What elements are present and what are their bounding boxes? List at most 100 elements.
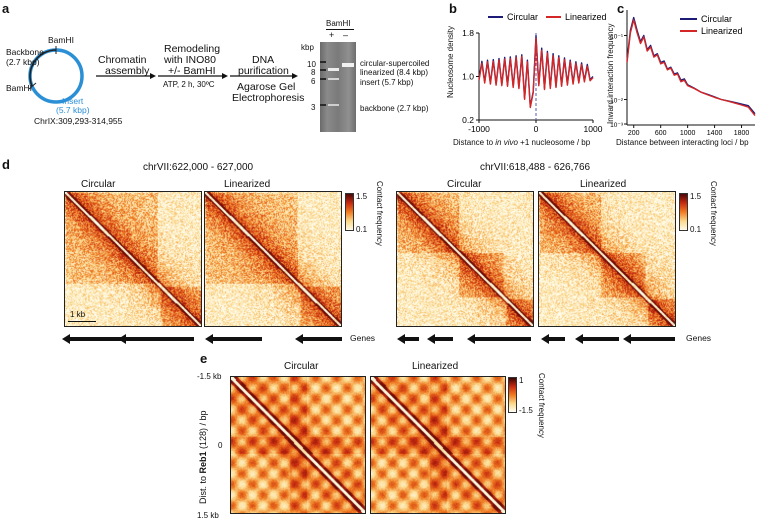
e-col2: Linearized: [412, 361, 459, 372]
step2-sub: ATP, 2 h, 30ºC: [163, 80, 215, 89]
legend-label-linearized: Linearized: [701, 26, 743, 36]
step-arrow-3-head: [292, 73, 298, 79]
bamhi-top-label: BamHI: [48, 35, 74, 45]
x-tick-label: 600: [655, 130, 667, 137]
locus-label: ChrIX:309,293-314,955: [34, 116, 123, 126]
y-tick-label: 10⁻³: [610, 122, 624, 129]
plasmid-diagram: [28, 46, 298, 104]
d-right-col1: Circular: [447, 179, 482, 190]
series-line-linearized: [478, 37, 594, 109]
y-tick-label: 0.2: [462, 115, 474, 125]
d-left-cb-min: 0.1: [356, 225, 368, 234]
gene-arrow-head: [427, 334, 435, 344]
ladder-band-3: [320, 104, 326, 106]
gel-marker-8: 8: [311, 68, 316, 77]
step1-line1: Chromatin: [98, 54, 147, 66]
chart-c-ylabel: Inward interaction frequency: [606, 23, 615, 125]
gel-header-bar: [326, 29, 354, 30]
y-tick-label: 10⁻²: [610, 98, 624, 105]
heatmap-e-circular: [230, 376, 366, 514]
band-insert: [328, 78, 339, 80]
x-tick-label: 1000: [680, 130, 696, 137]
heatmap-d-right-linearized: [538, 191, 676, 327]
step2-line1: Remodeling: [164, 43, 221, 55]
y-tick-label: 10⁻¹: [610, 33, 624, 40]
e-ylabel: Dist. to Reb1 (128) / bp: [198, 410, 208, 504]
backbone-size: (2.7 kbp): [6, 57, 40, 67]
d-left-col2: Linearized: [224, 179, 271, 190]
gene-arrow-head: [467, 334, 475, 344]
x-tick-label: -1000: [468, 124, 490, 134]
d-left-colorbar: [345, 193, 354, 231]
d-right-col2: Linearized: [580, 179, 627, 190]
heatmap-d-left-linearized: [204, 191, 342, 327]
d-right-colorbar: [679, 193, 688, 231]
step3-sub2: Electrophoresis: [232, 92, 305, 104]
chart-b-ylabel: Nucleosome density: [446, 25, 455, 98]
gel-marker-3: 3: [311, 103, 316, 112]
e-ytick-bottom: 1.5 kb: [197, 511, 219, 520]
gene-arrow-head: [623, 334, 631, 344]
band-supercoiled: [342, 63, 354, 67]
y-tick-label: 1.8: [462, 28, 474, 38]
x-tick-label: 1000: [584, 124, 603, 134]
step1-line2: assembly: [105, 65, 150, 77]
insert-size: (5.7 kbp): [56, 105, 90, 115]
heatmap-d-right-circular: [396, 191, 534, 327]
x-tick-label: 1400: [707, 130, 723, 137]
bamhi-left-tick: [28, 82, 37, 90]
e-col1: Circular: [284, 361, 319, 372]
step2-line3: +/- BamHI: [168, 65, 216, 77]
ladder-band-6: [320, 78, 326, 80]
d-right-cb-max: 1.5: [690, 192, 702, 201]
band-label-insert: insert (5.7 kbp): [360, 78, 414, 87]
band-label-backbone: backbone (2.7 kbp): [360, 104, 429, 113]
e-cb-min: -1.5: [519, 406, 533, 415]
d-left-col1: Circular: [81, 179, 116, 190]
panel-e-label: e: [200, 351, 208, 366]
inward-interaction-chart: 10⁻¹ 10⁻² 10⁻³ 200 600 1000 1400 1800 Circular Li…: [610, 10, 756, 137]
gene-track-right: [397, 334, 675, 344]
e-cb-max: 1: [519, 376, 524, 385]
plasmid-backbone-arc: [29, 49, 57, 87]
ladder-band-10: [320, 61, 326, 63]
ladder-band-8: [320, 69, 326, 71]
gel-image: [320, 42, 356, 132]
gel-kbp-unit: kbp: [301, 43, 314, 52]
d-left-cb-label: Contact frequency: [375, 181, 384, 246]
legend-label-circular: Circular: [507, 12, 538, 22]
gene-arrow-head: [295, 334, 303, 344]
scalebar-label: 1 kb: [70, 310, 86, 319]
gene-arrow-head: [397, 334, 405, 344]
backbone-label: Backbone: [6, 47, 44, 57]
panel-b-label: b: [449, 1, 457, 16]
gene-track-left: [62, 334, 342, 344]
x-tick-label: 0: [534, 124, 539, 134]
gene-arrow-head: [575, 334, 583, 344]
bamhi-left-label: BamHI: [6, 83, 32, 93]
x-tick-label: 1800: [734, 130, 750, 137]
chart-b-xlabel: Distance to in vivo +1 nucleosome / bp: [453, 138, 591, 147]
legend-label-circular: Circular: [701, 14, 732, 24]
e-cb-label: Contact frequency: [537, 373, 546, 438]
gel-marker-10: 10: [307, 60, 316, 69]
series-line-linearized: [626, 19, 756, 117]
gene-arrow-head: [62, 334, 70, 344]
band-label-linearized: linearized (8.4 kbp): [360, 68, 429, 77]
e-colorbar: [508, 377, 517, 413]
gel-lane-minus: –: [343, 30, 349, 40]
gene-arrow-head: [205, 334, 213, 344]
d-left-genes-label: Genes: [350, 333, 376, 343]
nucleosome-density-chart: 1.8 1.0 0.2-1000 0 1000 Circular Linearized: [462, 12, 606, 134]
e-ytick-top: -1.5 kb: [197, 372, 222, 381]
gel-lane-plus: +: [329, 30, 335, 40]
d-left-cb-max: 1.5: [356, 192, 368, 201]
gel-header: BamHI: [326, 19, 351, 28]
step-arrow-1-head: [150, 73, 156, 79]
step3-line2: purification: [238, 65, 289, 77]
band-backbone: [328, 104, 339, 106]
step3-sub1: Agarose Gel: [237, 81, 296, 93]
d-left-title: chrVII:622,000 - 627,000: [143, 162, 254, 173]
band-linearized: [328, 68, 339, 71]
panel-d-label: d: [2, 157, 10, 172]
